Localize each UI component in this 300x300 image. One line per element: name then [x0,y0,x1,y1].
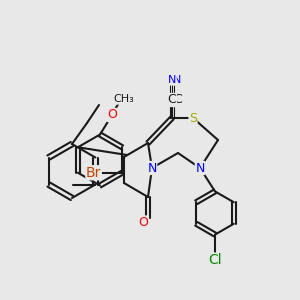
Text: S: S [189,112,197,124]
Text: N: N [195,161,205,175]
Text: N: N [168,75,176,85]
Text: C: C [168,94,176,106]
Text: N: N [173,75,182,85]
Text: C: C [173,94,182,106]
Text: O: O [139,216,148,229]
Text: Br: Br [86,166,101,180]
Text: O: O [107,109,117,122]
Text: N: N [147,161,157,175]
Text: CH₃: CH₃ [114,94,134,104]
Text: Cl: Cl [208,253,222,267]
